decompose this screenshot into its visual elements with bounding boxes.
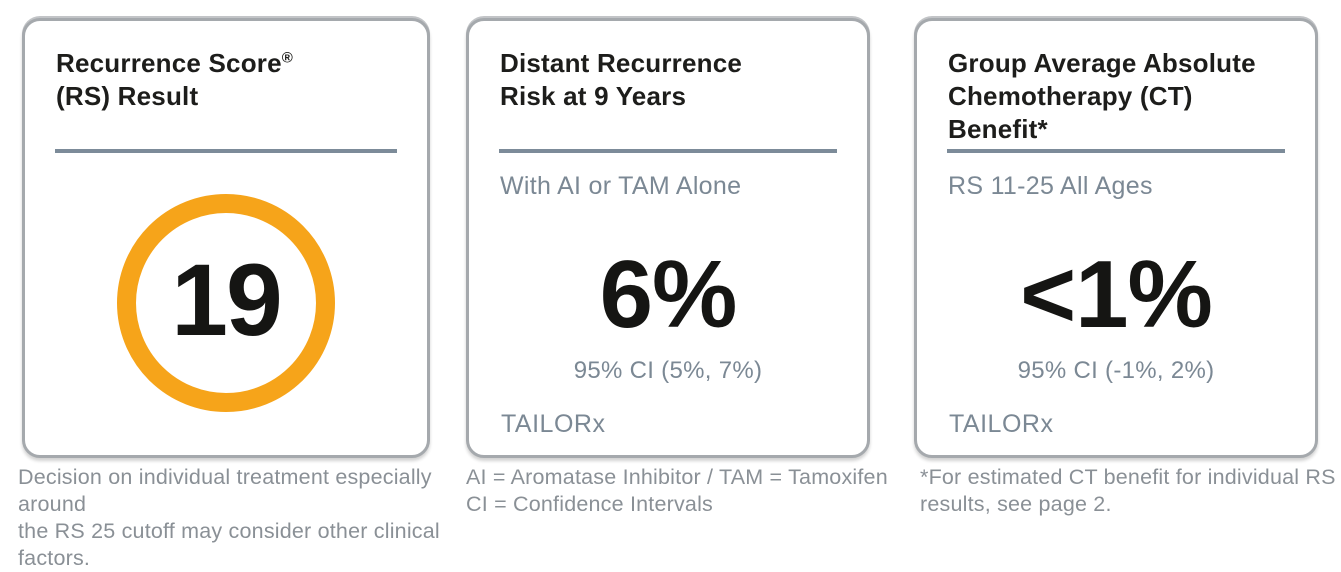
recurrence-score-card-title: Recurrence Score® (RS) Result <box>56 47 409 113</box>
registered-trademark-symbol: ® <box>281 49 294 67</box>
footnote-line: AI = Aromatase Inhibitor / TAM = Tamoxif… <box>466 465 888 489</box>
footnote-line: Decision on individual treatment especia… <box>18 465 432 516</box>
distant-recurrence-risk-value: 6% <box>599 241 738 348</box>
treatment-context-label: With AI or TAM Alone <box>500 172 742 200</box>
title-line: Risk at 9 Years <box>500 81 687 111</box>
title-text: Recurrence Score <box>56 48 282 78</box>
study-source-label: TAILORx <box>949 410 1054 438</box>
abbreviations-footnote: AI = Aromatase Inhibitor / TAM = Tamoxif… <box>466 464 896 518</box>
footnote-line: *For estimated CT benefit for individual… <box>920 465 1336 489</box>
distant-recurrence-risk-card: Distant Recurrence Risk at 9 Years With … <box>466 18 870 458</box>
card-divider <box>947 149 1285 153</box>
study-source-label: TAILORx <box>501 410 606 438</box>
rs-group-label: RS 11-25 All Ages <box>948 172 1153 200</box>
rs-score-ring: 19 <box>117 194 335 412</box>
recurrence-score-footnote: Decision on individual treatment especia… <box>18 464 458 572</box>
distant-recurrence-card-title: Distant Recurrence Risk at 9 Years <box>500 47 849 113</box>
chemotherapy-benefit-card-title: Group Average Absolute Chemotherapy (CT)… <box>948 47 1297 146</box>
title-line: Recurrence Score® <box>56 47 409 80</box>
rs-score-value: 19 <box>171 243 282 357</box>
title-line: Chemotherapy (CT) <box>948 81 1193 111</box>
recurrence-score-card: Recurrence Score® (RS) Result 19 <box>22 18 430 458</box>
ct-benefit-footnote: *For estimated CT benefit for individual… <box>920 464 1340 518</box>
footnote-line: results, see page 2. <box>920 492 1112 516</box>
confidence-interval-text: 95% CI (-1%, 2%) <box>1017 357 1215 384</box>
title-line: Group Average Absolute <box>948 48 1256 78</box>
title-line: (RS) Result <box>56 81 199 111</box>
footnote-line: CI = Confidence Intervals <box>466 492 714 516</box>
title-line: Benefit* <box>948 114 1048 144</box>
card-divider <box>499 149 837 153</box>
chemotherapy-benefit-value: <1% <box>1020 241 1213 348</box>
footnote-line: the RS 25 cutoff may consider other clin… <box>18 519 440 570</box>
confidence-interval-text: 95% CI (5%, 7%) <box>573 357 763 384</box>
title-line: Distant Recurrence <box>500 48 743 78</box>
chemotherapy-benefit-card: Group Average Absolute Chemotherapy (CT)… <box>914 18 1318 458</box>
card-divider <box>55 149 397 153</box>
